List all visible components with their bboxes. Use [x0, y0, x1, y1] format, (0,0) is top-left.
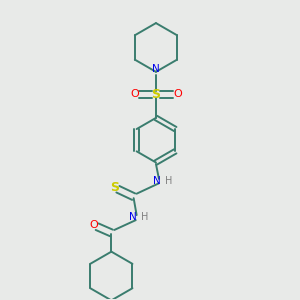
Text: H: H: [141, 212, 148, 222]
Text: H: H: [165, 176, 172, 186]
Text: N: N: [152, 64, 160, 74]
Text: N: N: [153, 176, 160, 186]
Text: S: S: [110, 181, 119, 194]
Text: O: O: [89, 220, 98, 230]
Text: N: N: [129, 212, 136, 222]
Text: O: O: [130, 89, 139, 99]
Text: O: O: [173, 89, 182, 99]
Text: S: S: [152, 88, 160, 100]
